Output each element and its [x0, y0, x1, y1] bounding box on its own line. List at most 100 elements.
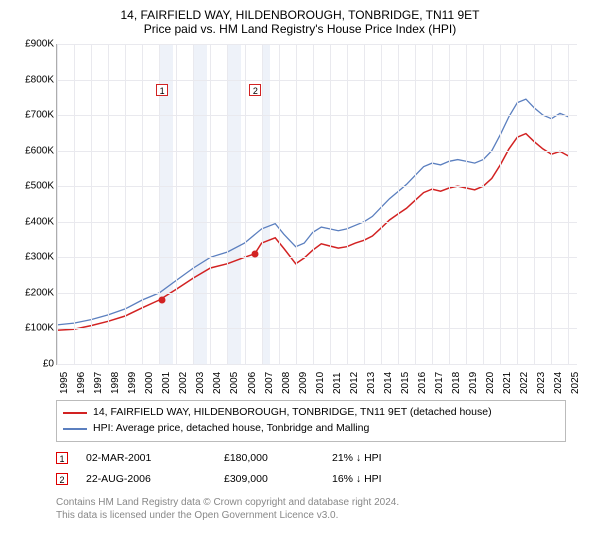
y-axis-label: £400K — [10, 216, 54, 227]
y-axis-label: £500K — [10, 181, 54, 192]
x-axis-label: 2001 — [161, 372, 172, 394]
gridline-v — [210, 44, 211, 364]
gridline-v — [108, 44, 109, 364]
y-axis-label: £200K — [10, 287, 54, 298]
gridline-h — [57, 44, 577, 45]
sale-price: £309,000 — [224, 469, 314, 490]
x-axis-label: 2002 — [178, 372, 189, 394]
plot: 12 — [56, 44, 577, 365]
sale-pct: 16% ↓ HPI — [332, 469, 422, 490]
gridline-v — [57, 44, 58, 364]
sale-date: 22-AUG-2006 — [86, 469, 206, 490]
y-axis-label: £100K — [10, 323, 54, 334]
footnote-line2: This data is licensed under the Open Gov… — [56, 509, 588, 523]
gridline-v — [296, 44, 297, 364]
sale-row-marker: 2 — [56, 473, 68, 485]
gridline-h — [57, 80, 577, 81]
gridline-v — [398, 44, 399, 364]
chart-container: 14, FAIRFIELD WAY, HILDENBOROUGH, TONBRI… — [0, 0, 600, 560]
chart-svg — [57, 44, 577, 364]
x-axis-label: 2003 — [195, 372, 206, 394]
sale-row: 2 22-AUG-2006 £309,000 16% ↓ HPI — [56, 469, 566, 490]
legend-swatch — [63, 428, 87, 430]
gridline-h — [57, 328, 577, 329]
gridline-v — [193, 44, 194, 364]
x-axis-label: 2000 — [144, 372, 155, 394]
gridline-v — [262, 44, 263, 364]
gridline-v — [517, 44, 518, 364]
legend-row: HPI: Average price, detached house, Tonb… — [63, 421, 559, 437]
sale-dot-2 — [252, 251, 259, 258]
x-axis-label: 2015 — [400, 372, 411, 394]
x-axis-label: 2020 — [485, 372, 496, 394]
y-axis-label: £900K — [10, 39, 54, 50]
gridline-v — [415, 44, 416, 364]
gridline-h — [57, 293, 577, 294]
x-axis-label: 2010 — [315, 372, 326, 394]
title-subtitle: Price paid vs. HM Land Registry's House … — [12, 22, 588, 36]
gridline-v — [432, 44, 433, 364]
gridline-v — [449, 44, 450, 364]
x-axis-label: 1995 — [59, 372, 70, 394]
sale-dot-1 — [159, 297, 166, 304]
legend: 14, FAIRFIELD WAY, HILDENBOROUGH, TONBRI… — [56, 400, 566, 442]
gridline-v — [279, 44, 280, 364]
legend-label: 14, FAIRFIELD WAY, HILDENBOROUGH, TONBRI… — [93, 405, 492, 421]
x-axis-label: 2018 — [451, 372, 462, 394]
x-axis-label: 2014 — [383, 372, 394, 394]
x-axis-label: 2022 — [519, 372, 530, 394]
sale-marker-1: 1 — [156, 84, 168, 96]
footnote-line1: Contains HM Land Registry data © Crown c… — [56, 496, 588, 510]
gridline-v — [227, 44, 228, 364]
gridline-v — [500, 44, 501, 364]
gridline-v — [245, 44, 246, 364]
x-axis-label: 2011 — [332, 372, 343, 394]
footnote: Contains HM Land Registry data © Crown c… — [56, 496, 588, 523]
sales-table: 102-MAR-2001£180,00021% ↓ HPI222-AUG-200… — [56, 448, 566, 490]
x-axis-label: 2005 — [229, 372, 240, 394]
gridline-v — [176, 44, 177, 364]
x-axis-label: 2017 — [434, 372, 445, 394]
gridline-v — [551, 44, 552, 364]
x-axis-label: 2007 — [264, 372, 275, 394]
x-axis-label: 2021 — [502, 372, 513, 394]
x-axis-label: 2009 — [298, 372, 309, 394]
x-axis-label: 2024 — [553, 372, 564, 394]
gridline-h — [57, 115, 577, 116]
gridline-v — [91, 44, 92, 364]
chart-area: 12 £0£100K£200K£300K£400K£500K£600K£700K… — [12, 40, 588, 400]
gridline-v — [466, 44, 467, 364]
legend-label: HPI: Average price, detached house, Tonb… — [93, 421, 369, 437]
x-axis-label: 2019 — [468, 372, 479, 394]
gridline-v — [313, 44, 314, 364]
gridline-h — [57, 186, 577, 187]
gridline-v — [364, 44, 365, 364]
x-axis-label: 2008 — [281, 372, 292, 394]
sale-pct: 21% ↓ HPI — [332, 448, 422, 469]
gridline-v — [534, 44, 535, 364]
x-axis-label: 2016 — [417, 372, 428, 394]
x-axis-label: 2013 — [366, 372, 377, 394]
gridline-v — [74, 44, 75, 364]
gridline-h — [57, 257, 577, 258]
gridline-v — [125, 44, 126, 364]
sale-row: 102-MAR-2001£180,00021% ↓ HPI — [56, 448, 566, 469]
sale-date: 02-MAR-2001 — [86, 448, 206, 469]
gridline-h — [57, 364, 577, 365]
x-axis-label: 1996 — [76, 372, 87, 394]
x-axis-label: 2012 — [349, 372, 360, 394]
sale-price: £180,000 — [224, 448, 314, 469]
gridline-h — [57, 151, 577, 152]
y-axis-label: £300K — [10, 252, 54, 263]
legend-row: 14, FAIRFIELD WAY, HILDENBOROUGH, TONBRI… — [63, 405, 559, 421]
title-address: 14, FAIRFIELD WAY, HILDENBOROUGH, TONBRI… — [12, 8, 588, 22]
x-axis-label: 2023 — [536, 372, 547, 394]
legend-swatch — [63, 412, 87, 414]
gridline-v — [381, 44, 382, 364]
x-axis-label: 2025 — [570, 372, 581, 394]
x-axis-label: 1998 — [110, 372, 121, 394]
y-axis-label: £600K — [10, 145, 54, 156]
gridline-h — [57, 222, 577, 223]
gridline-v — [347, 44, 348, 364]
gridline-v — [568, 44, 569, 364]
